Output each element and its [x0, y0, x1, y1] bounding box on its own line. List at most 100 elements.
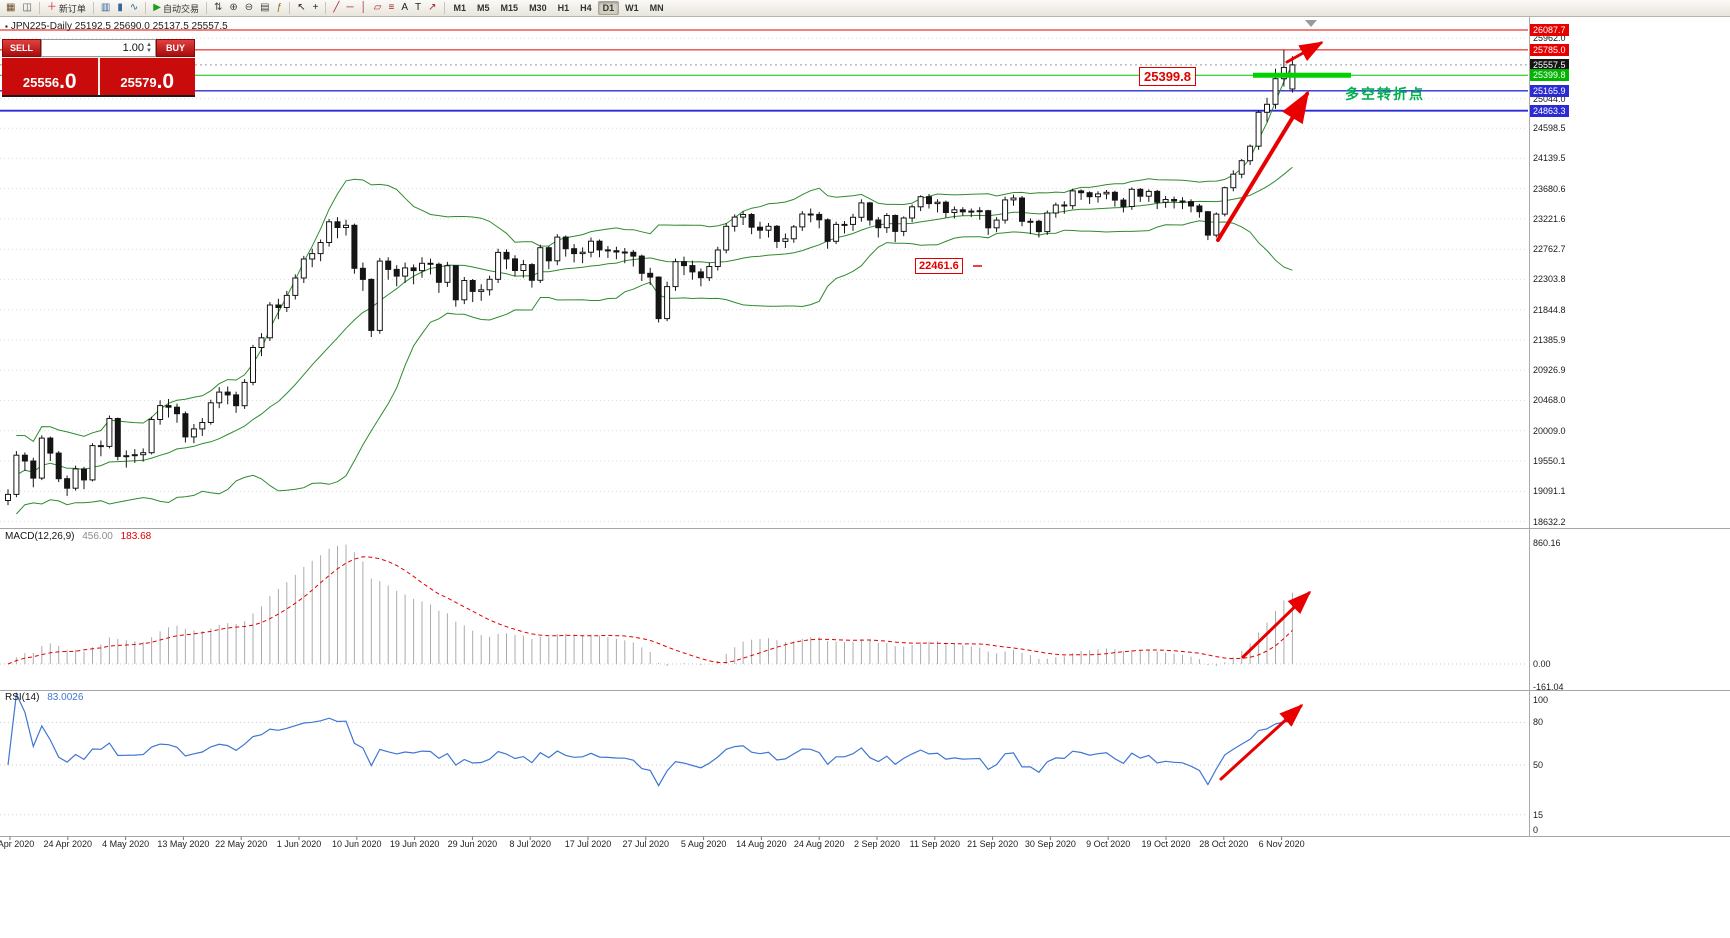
- trend-arrow-3[interactable]: [1241, 590, 1312, 659]
- price-gridlines: [0, 37, 1528, 522]
- window-layout-icon: ◫: [22, 2, 32, 13]
- date-axis-label: 19 Jun 2020: [389, 839, 440, 849]
- horizontal-line-icon: ─: [346, 2, 354, 13]
- new-chart-icon: ▦: [6, 2, 16, 13]
- new-chart-button[interactable]: ▦: [3, 1, 18, 16]
- trendline-button[interactable]: ╱: [330, 1, 342, 16]
- date-axis-label: 9 Oct 2020: [1086, 839, 1131, 849]
- date-axis-label: 8 Jul 2020: [509, 839, 551, 849]
- rsi-indicator-label: RSI(14) 83.0026: [5, 692, 83, 703]
- new-order-label: 新订单: [58, 3, 86, 14]
- bar-chart-icon: ▥: [100, 2, 111, 13]
- macd-indicator-label: MACD(12,26,9) 456.00 183.68: [5, 531, 151, 542]
- toolbar: ▦ ◫ ＋新订单 ▥ ▮ ∿ ▶ 自动交易 ⇅ ⊕ ⊖ ▤ ƒ ↖ + ╱ ─ │ ▱ ≡ A T ↗ M1 M5 M15 M30 H…: [0, 0, 1730, 17]
- indicators-button[interactable]: ƒ: [274, 1, 286, 16]
- date-axis-label: 22 May 2020: [215, 839, 268, 849]
- indicators-icon: ƒ: [276, 2, 283, 13]
- auto-trading-icon: ▶: [153, 2, 161, 13]
- grid-icon: ▤: [260, 2, 270, 13]
- bar-chart-button[interactable]: ▥: [98, 1, 113, 16]
- price-level-badge: 25399.8: [1530, 69, 1569, 82]
- buy-button[interactable]: BUY: [156, 39, 195, 57]
- price-axis-label: 24139.5: [1533, 153, 1566, 164]
- label-tool-icon: T: [415, 2, 422, 13]
- rsi-axis-label: 0: [1533, 825, 1539, 835]
- date-axis-label: 24 Apr 2020: [43, 839, 93, 849]
- auto-trading-button[interactable]: ▶ 自动交易: [150, 1, 202, 16]
- panel-separators[interactable]: [0, 528, 1730, 837]
- timeframe-button-w1[interactable]: W1: [625, 3, 639, 13]
- candlestick-chart-button[interactable]: ▮: [114, 1, 126, 16]
- arrow-tool-button[interactable]: ↗: [425, 1, 439, 16]
- date-axis-label: 10 Jun 2020: [332, 839, 382, 849]
- toolbar-separator: [206, 2, 207, 14]
- timeframe-button-d1[interactable]: D1: [597, 1, 620, 15]
- date-axis-label: 29 Jun 2020: [447, 839, 498, 849]
- price-level-annotation-25399[interactable]: 25399.8: [1139, 67, 1196, 86]
- date-axis-label: 21 Sep 2020: [967, 839, 1019, 849]
- rsi-line: [7, 691, 1293, 787]
- cursor-button[interactable]: ↖: [294, 1, 308, 16]
- toolbar-separator: [38, 2, 40, 14]
- date-axis-label: 13 May 2020: [157, 839, 210, 849]
- macd-histogram: [15, 544, 1293, 667]
- new-order-button[interactable]: ＋新订单: [44, 1, 89, 16]
- buy-price-tile[interactable]: 25579.0: [99, 58, 195, 95]
- price-level-badge: 25557.5: [1530, 58, 1569, 71]
- chart-shift-marker[interactable]: [1305, 20, 1317, 27]
- sell-button[interactable]: SELL: [2, 39, 41, 57]
- volume-down-arrow[interactable]: ▼: [146, 48, 152, 54]
- buy-price-decimal: .0: [156, 70, 175, 93]
- price-axis-label: 19550.1: [1533, 456, 1566, 466]
- cursor-icon: ↖: [297, 2, 306, 13]
- trend-arrow-4[interactable]: [1219, 703, 1304, 781]
- symbol-ohlc-header: ▪ JPN225-Daily 25192.5 25690.0 25137.5 25…: [5, 21, 228, 32]
- toolbar-separator: [145, 2, 147, 14]
- horizontal-line-button[interactable]: ─: [343, 1, 356, 16]
- text-tool-icon: A: [401, 2, 409, 13]
- price-axis-label: 20926.9: [1533, 365, 1566, 376]
- timeframe-button-m30[interactable]: M30: [529, 3, 547, 13]
- text-tool-button[interactable]: A: [398, 1, 411, 16]
- price-axis-label: 24598.5: [1533, 123, 1566, 134]
- vertical-line-button[interactable]: │: [358, 1, 370, 16]
- price-axis-label: 21385.9: [1533, 334, 1566, 345]
- timeframe-button-h1[interactable]: H1: [557, 3, 570, 13]
- bull-bear-turning-point-note[interactable]: 多空转折点: [1345, 86, 1425, 102]
- timeframe-button-m1[interactable]: M1: [453, 3, 467, 13]
- toolbar-separator: [325, 2, 327, 14]
- fibonacci-button[interactable]: ≡: [386, 1, 398, 16]
- grid-button[interactable]: ▤: [257, 1, 272, 16]
- trend-arrow-2[interactable]: [1285, 41, 1324, 64]
- price-level-annotation-22461[interactable]: 22461.6: [915, 258, 963, 274]
- timeframe-button-m15[interactable]: M15: [500, 3, 519, 13]
- label-tool-button[interactable]: T: [412, 1, 424, 16]
- crosshair-button[interactable]: +: [310, 1, 322, 16]
- timeframe-button-h4[interactable]: H4: [580, 3, 592, 13]
- volume-stepper[interactable]: ▲ ▼: [41, 39, 156, 57]
- macd-name: MACD(12,26,9): [5, 531, 75, 542]
- channel-button[interactable]: ▱: [371, 1, 385, 16]
- macd-axis-label: 860.16: [1533, 537, 1561, 548]
- trend-arrow-1[interactable]: [1216, 90, 1310, 242]
- date-axis-label: 17 Jul 2020: [564, 839, 612, 849]
- date-axis-label: 24 Aug 2020: [793, 839, 845, 849]
- symbol-ohlc-text: JPN225-Daily 25192.5 25690.0 25137.5 255…: [10, 21, 228, 32]
- buy-price-main: 25579: [120, 75, 157, 91]
- volume-input[interactable]: [43, 42, 144, 54]
- line-chart-button[interactable]: ∿: [127, 1, 141, 16]
- auto-scroll-button[interactable]: ⇅: [211, 1, 225, 16]
- auto-trading-label: 自动交易: [162, 3, 199, 14]
- window-layout-button[interactable]: ◫: [19, 1, 34, 16]
- date-axis-label: 30 Sep 2020: [1024, 839, 1076, 849]
- macd-axis-label: 0.00: [1533, 659, 1551, 669]
- volume-up-arrow[interactable]: ▲: [146, 42, 152, 48]
- zoom-in-button[interactable]: ⊕: [226, 1, 240, 16]
- sell-price-tile[interactable]: 25556.0: [2, 58, 98, 95]
- timeframe-button-m5[interactable]: M5: [477, 3, 490, 13]
- zoom-out-button[interactable]: ⊖: [242, 1, 256, 16]
- timeframe-button-mn[interactable]: MN: [649, 3, 664, 13]
- date-axis-label: 4 May 2020: [102, 839, 150, 849]
